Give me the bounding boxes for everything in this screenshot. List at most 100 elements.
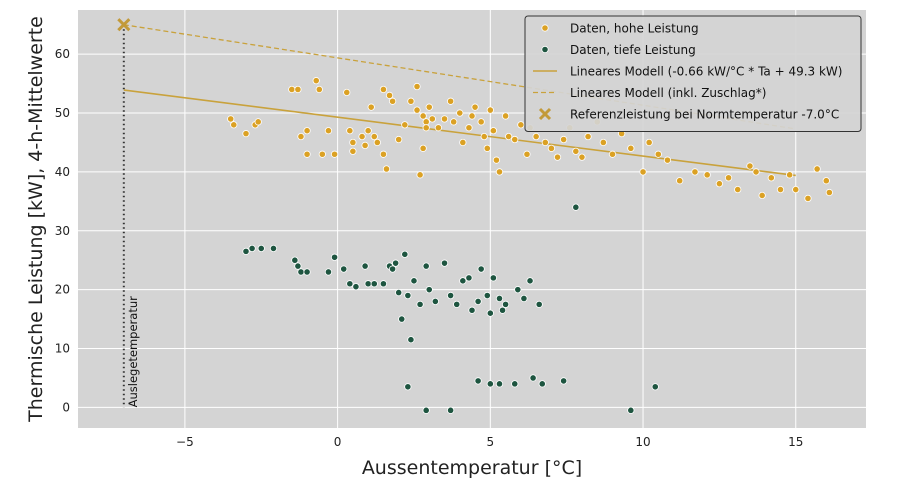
legend-label: Referenzleistung bei Normtemperatur -7.0… [570,108,839,122]
low-power-point [498,306,507,314]
high-power-point [645,138,653,147]
high-power-point [361,141,369,150]
high-power-point [254,118,262,126]
low-power-point [398,315,406,323]
high-power-point [447,97,455,105]
low-power-point [410,277,418,285]
high-power-point [303,127,311,135]
x-tick-label: 0 [334,435,342,449]
low-power-point [486,380,494,388]
high-power-point [312,77,320,85]
high-power-point [492,156,501,164]
high-power-point [758,191,766,200]
high-power-point [318,150,326,158]
high-power-point [419,144,427,152]
model-line [123,89,796,177]
high-power-point [599,138,607,147]
high-power-point [724,174,733,182]
low-power-point [468,306,476,314]
y-axis-label: Thermische Leistung [kW], 4-h-Mittelwert… [25,16,47,423]
low-power-point [404,383,412,391]
high-power-point [358,132,366,141]
high-power-point [752,168,760,176]
high-power-point [495,168,504,176]
high-power-point [627,144,635,152]
low-power-point [483,291,491,300]
high-power-point [343,88,351,97]
high-power-point [776,185,785,194]
y-tick-label: 30 [55,224,70,238]
high-power-point [379,85,388,94]
high-power-point [691,168,699,176]
high-power-point [767,174,775,182]
legend-label: Daten, hohe Leistung [570,22,699,36]
low-power-point [346,280,354,288]
high-power-point [676,177,684,185]
low-power-point [440,259,449,267]
high-power-point [230,121,238,129]
low-power-point [459,277,467,285]
low-power-point [447,291,455,300]
low-power-point [291,256,299,264]
low-power-point [511,380,519,388]
high-power-point [346,127,354,135]
high-power-point [373,138,381,147]
low-power-point [404,291,412,300]
low-power-point [514,286,522,294]
high-power-point [450,118,458,126]
y-tick-label: 40 [55,165,70,179]
high-power-point [553,153,562,161]
y-tick-label: 0 [62,400,70,414]
high-power-point [364,127,372,135]
high-power-point [440,115,449,123]
low-power-point [489,274,497,282]
legend-label: Lineares Modell (inkl. Zuschlag*) [570,86,766,100]
high-power-point [422,118,430,126]
low-power-point [416,300,424,308]
high-power-point [407,97,415,105]
high-power-point [434,124,443,132]
y-tick-label: 60 [55,47,70,61]
high-power-point [330,150,339,158]
low-power-point [392,259,400,267]
high-power-point [703,171,711,179]
legend-marker [541,24,549,32]
low-power-point [422,406,430,414]
high-power-point [483,144,491,152]
high-power-point [480,132,488,141]
high-power-point [413,106,421,114]
low-power-point [526,277,534,285]
high-power-point [349,147,357,155]
high-power-point [385,91,394,99]
low-power-point [529,374,537,382]
high-power-point [324,127,333,135]
high-power-point [560,135,568,144]
high-power-point [468,112,476,120]
high-power-point [477,118,485,126]
low-power-point [425,286,433,294]
low-power-point [535,300,543,308]
high-power-point [388,97,397,105]
high-power-point [523,150,531,158]
legend-label: Daten, tiefe Leistung [570,43,696,57]
high-power-point [822,177,830,185]
high-power-point [501,112,510,120]
low-power-point [361,262,369,270]
low-power-point [340,265,348,273]
high-power-point [572,147,580,155]
high-power-point [456,109,464,117]
high-power-point [382,165,391,173]
high-power-point [288,85,296,94]
high-power-point [416,171,424,179]
high-power-point [294,85,302,94]
high-power-point [489,127,497,135]
x-tick-label: 15 [788,435,803,449]
low-power-point [422,262,430,270]
low-power-point [388,265,397,273]
low-power-point [395,288,403,297]
low-power-point [370,280,378,288]
low-power-point [453,300,461,308]
low-power-point [465,274,473,282]
high-power-point [242,130,250,138]
